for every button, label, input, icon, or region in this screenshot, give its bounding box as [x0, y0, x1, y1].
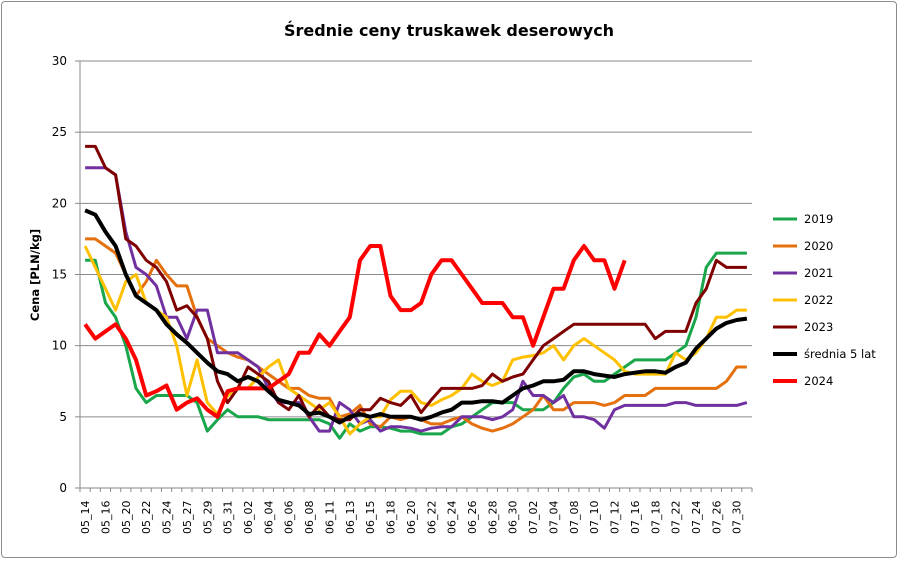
x-tick-label: 06_15 [364, 501, 377, 535]
x-tick-label: 07_26 [710, 501, 723, 535]
x-tick-label: 06_26 [466, 501, 479, 535]
x-tick-label: 06_08 [303, 501, 316, 535]
series-line-2021 [85, 166, 748, 433]
x-tick-label: 07_04 [547, 501, 560, 535]
legend-label: 2023 [804, 320, 833, 334]
x-tick-label: 05_27 [181, 501, 194, 535]
legend-label: 2022 [804, 293, 833, 307]
x-tick-label: 06_11 [323, 501, 336, 535]
legend-label: 2021 [804, 266, 833, 280]
x-tick-label: 07_24 [690, 501, 703, 535]
x-tick-label: 06_28 [486, 501, 499, 535]
x-tick-label: 06_24 [446, 501, 459, 535]
legend-label: średnia 5 lat [804, 347, 876, 361]
y-axis-ticks: 0 5 10 15 20 25 30 [52, 54, 67, 495]
x-axis-ticks: 05_14 05_16 05_20 05_22 05_24 05_27 05_29 05_31… [79, 501, 744, 535]
x-tick-label: 07_02 [527, 501, 540, 535]
x-tick-label: 06_18 [385, 501, 398, 535]
chart-title: Średnie ceny truskawek deserowych [284, 21, 614, 40]
y-tick-label: 25 [52, 125, 67, 139]
x-tick-label: 06_20 [405, 501, 418, 535]
y-tick-label: 15 [52, 268, 67, 282]
x-tick-label: 05_16 [99, 501, 112, 535]
series-line-2019 [85, 251, 747, 440]
legend-label: 2020 [804, 239, 833, 253]
y-tick-label: 10 [52, 339, 67, 353]
legend-label: 2024 [804, 374, 833, 388]
x-tick-label: 06_30 [507, 501, 520, 535]
x-tick-label: 05_22 [140, 501, 153, 535]
x-tick-label: 06_04 [262, 501, 275, 535]
x-tick-label: 06_02 [242, 501, 255, 535]
x-tick-label: 07_10 [588, 501, 601, 535]
legend-label: 2019 [804, 212, 833, 226]
series-line-2023 [85, 144, 747, 422]
gridlines [75, 60, 753, 492]
y-axis-label: Cena [PLN/kg] [28, 229, 42, 321]
x-tick-label: 07_22 [670, 501, 683, 535]
y-tick-label: 20 [52, 196, 67, 210]
x-tick-label: 06_06 [283, 501, 296, 535]
x-tick-label: 07_18 [649, 501, 662, 535]
x-tick-label: 07_08 [568, 501, 581, 535]
series-line-średnia-5-lat [84, 208, 748, 425]
x-tick-label: 05_20 [120, 501, 133, 535]
x-tick-label: 07_16 [629, 501, 642, 535]
x-tick-label: 05_24 [161, 501, 174, 535]
legend: 2019 2020 2021 2022 2023 średnia 5 lat 2024 [773, 212, 876, 388]
x-tick-label: 06_13 [344, 501, 357, 535]
x-tick-label: 05_29 [201, 501, 214, 535]
x-tick-label: 07_30 [731, 501, 744, 535]
series-line-2024 [83, 244, 627, 419]
x-tick-label: 06_22 [425, 501, 438, 535]
series-lines [83, 144, 748, 440]
x-tick-label: 05_14 [79, 501, 92, 535]
y-tick-label: 0 [59, 481, 67, 495]
y-tick-label: 5 [59, 410, 67, 424]
y-tick-label: 30 [52, 54, 67, 68]
x-tick-label: 05_31 [222, 501, 235, 535]
x-tick-label: 07_12 [609, 501, 622, 535]
